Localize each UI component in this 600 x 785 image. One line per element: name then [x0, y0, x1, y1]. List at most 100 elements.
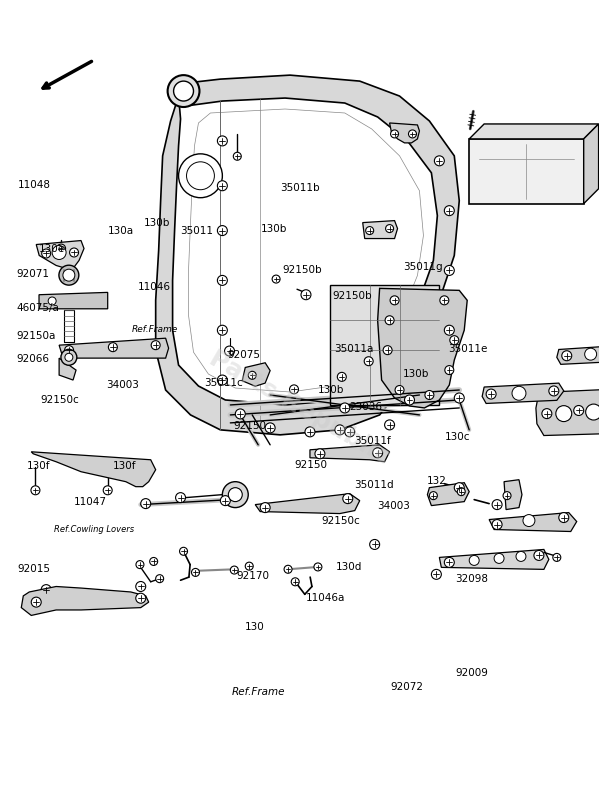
Text: 35011d: 35011d: [354, 480, 394, 490]
Circle shape: [386, 225, 394, 232]
Circle shape: [217, 136, 227, 146]
Circle shape: [445, 557, 454, 568]
Text: Parts Republic: Parts Republic: [205, 347, 395, 469]
Circle shape: [434, 156, 445, 166]
Circle shape: [494, 553, 504, 564]
Circle shape: [167, 75, 199, 107]
Circle shape: [512, 386, 526, 400]
Polygon shape: [155, 75, 459, 435]
Circle shape: [229, 487, 242, 502]
Circle shape: [404, 395, 415, 405]
Circle shape: [217, 225, 227, 236]
Text: 46075/a: 46075/a: [16, 303, 59, 313]
Circle shape: [230, 566, 238, 574]
Polygon shape: [21, 586, 149, 615]
Polygon shape: [469, 124, 599, 139]
Circle shape: [179, 547, 188, 555]
Text: 130c: 130c: [445, 432, 470, 442]
Polygon shape: [31, 452, 155, 487]
Text: 92015: 92015: [17, 564, 50, 575]
Circle shape: [586, 404, 600, 420]
Circle shape: [409, 130, 416, 138]
Circle shape: [136, 593, 146, 603]
Circle shape: [48, 297, 56, 305]
Circle shape: [562, 351, 572, 361]
Text: 11046: 11046: [137, 282, 170, 292]
Text: 130b: 130b: [261, 224, 287, 234]
Text: 92150b: 92150b: [282, 265, 322, 275]
Circle shape: [301, 290, 311, 300]
Text: 34003: 34003: [106, 381, 139, 390]
Polygon shape: [188, 109, 424, 392]
Circle shape: [556, 406, 572, 422]
Text: 130e: 130e: [38, 243, 65, 254]
Circle shape: [187, 162, 214, 190]
Text: Ref.Frame: Ref.Frame: [131, 326, 178, 334]
Circle shape: [290, 385, 299, 394]
Circle shape: [173, 81, 193, 101]
Polygon shape: [482, 383, 564, 403]
Polygon shape: [377, 288, 467, 408]
Circle shape: [454, 393, 464, 403]
Circle shape: [248, 371, 256, 379]
Circle shape: [109, 343, 118, 352]
Polygon shape: [489, 513, 577, 531]
Circle shape: [65, 353, 73, 361]
Text: 11048: 11048: [17, 181, 50, 190]
Circle shape: [457, 487, 465, 495]
Circle shape: [343, 494, 353, 504]
Text: 92009: 92009: [455, 667, 488, 677]
Circle shape: [191, 568, 199, 576]
Text: 35011a: 35011a: [335, 345, 374, 355]
Text: 130f: 130f: [113, 461, 137, 471]
Circle shape: [337, 372, 346, 382]
Circle shape: [516, 551, 526, 561]
Circle shape: [492, 520, 502, 530]
Circle shape: [574, 406, 584, 415]
Circle shape: [559, 513, 569, 523]
Circle shape: [534, 550, 544, 560]
Circle shape: [235, 409, 245, 419]
Circle shape: [373, 447, 383, 458]
Polygon shape: [255, 494, 360, 513]
Text: Ref.Cowling Lovers: Ref.Cowling Lovers: [54, 525, 134, 534]
Text: 11046a: 11046a: [306, 593, 346, 603]
Polygon shape: [363, 221, 398, 239]
Circle shape: [445, 366, 454, 374]
Text: 92150b: 92150b: [332, 290, 372, 301]
Text: 35011b: 35011b: [280, 183, 320, 192]
Polygon shape: [389, 123, 419, 143]
Circle shape: [395, 385, 404, 395]
Circle shape: [260, 502, 270, 513]
Text: 130b: 130b: [318, 385, 344, 395]
Circle shape: [364, 356, 373, 366]
Circle shape: [492, 499, 502, 509]
Circle shape: [440, 296, 449, 305]
Circle shape: [31, 486, 40, 495]
Circle shape: [265, 423, 275, 433]
Circle shape: [390, 296, 399, 305]
Text: 35011f: 35011f: [354, 436, 391, 446]
Circle shape: [305, 427, 315, 436]
Text: 23036: 23036: [350, 402, 383, 411]
Circle shape: [179, 154, 223, 198]
Circle shape: [65, 345, 74, 355]
Circle shape: [284, 565, 292, 573]
Circle shape: [314, 563, 322, 571]
Circle shape: [217, 375, 227, 385]
Circle shape: [445, 206, 454, 216]
Text: 92072: 92072: [391, 681, 424, 692]
Circle shape: [383, 345, 392, 355]
Circle shape: [469, 556, 479, 565]
Text: 130f: 130f: [26, 461, 50, 471]
Circle shape: [385, 316, 394, 325]
Text: 92066: 92066: [16, 354, 49, 364]
Circle shape: [450, 336, 459, 345]
Circle shape: [245, 562, 253, 570]
Circle shape: [31, 597, 41, 607]
Circle shape: [425, 390, 434, 400]
Circle shape: [42, 249, 50, 258]
Circle shape: [141, 498, 151, 509]
Text: Ref.Frame: Ref.Frame: [232, 687, 285, 697]
Circle shape: [70, 248, 79, 257]
